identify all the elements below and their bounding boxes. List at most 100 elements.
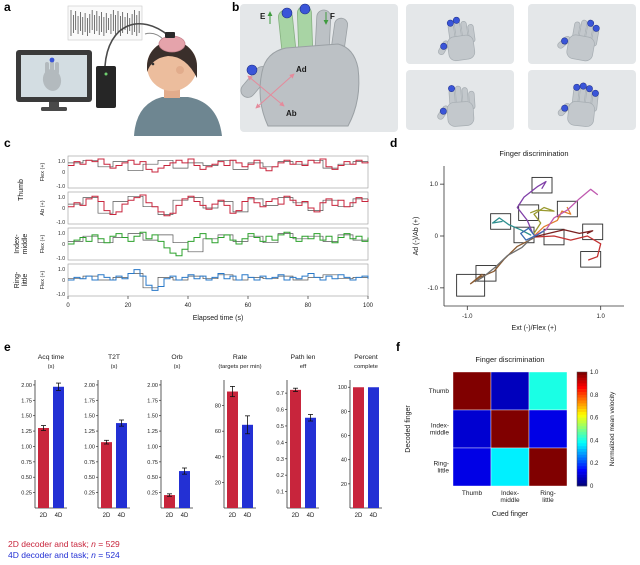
- finger-trajectory: [534, 235, 602, 261]
- panel-label-e: e: [4, 340, 11, 354]
- svg-text:80: 80: [305, 303, 312, 309]
- palm: [259, 43, 360, 127]
- extend-label: E: [260, 12, 266, 21]
- decoded-trace: [68, 158, 369, 173]
- bar-4D: [179, 471, 190, 508]
- svg-text:0: 0: [62, 278, 65, 284]
- chart-title: (s): [111, 364, 118, 370]
- svg-text:0: 0: [435, 234, 439, 240]
- svg-text:100: 100: [363, 303, 374, 309]
- trace-row-2: 1.0 0 -1.0 Flex (+): [40, 227, 369, 262]
- bar-2D: [290, 389, 301, 508]
- bar-2D: [227, 391, 238, 508]
- svg-text:1.75: 1.75: [84, 398, 95, 404]
- chart-title: Percent: [354, 354, 378, 361]
- svg-text:2.00: 2.00: [84, 383, 95, 389]
- svg-text:Ring-: Ring-: [433, 461, 449, 468]
- svg-text:Flex (+): Flex (+): [40, 162, 46, 181]
- svg-text:1.25: 1.25: [84, 429, 95, 435]
- svg-text:Index-: Index-: [14, 234, 21, 254]
- target-square: [556, 200, 578, 218]
- heatmap-cell: [452, 447, 492, 487]
- svg-text:1.50: 1.50: [84, 414, 95, 420]
- panel-d-trajectories: Finger discrimination 1.0 0 -1.0 -1.0 1.0 Ext …: [413, 149, 624, 332]
- svg-text:40: 40: [215, 455, 221, 461]
- svg-text:1.0: 1.0: [58, 195, 65, 201]
- cued-finger-label: Cued finger: [492, 511, 529, 518]
- bar-chart-1: T2T (s) 0.25 0.50 0.75 1.00 1.25 1.50 1.75 2.00 2D…: [84, 354, 130, 519]
- cue-dot-thumb: [561, 37, 569, 45]
- legend-2d-decoder: 2D decoder and task; n = 529: [8, 539, 120, 550]
- cue-dot-little: [592, 24, 600, 32]
- svg-text:Index-: Index-: [431, 423, 449, 430]
- svg-text:1.00: 1.00: [147, 444, 158, 450]
- svg-text:2D: 2D: [166, 513, 174, 519]
- svg-text:0: 0: [66, 303, 70, 309]
- svg-text:0: 0: [590, 484, 594, 490]
- mini-hand: [557, 82, 599, 127]
- svg-text:60: 60: [215, 429, 221, 435]
- bar-4D: [242, 424, 253, 508]
- bar-2D: [38, 428, 49, 508]
- svg-text:20: 20: [215, 480, 221, 486]
- panel-f-heatmap: Finger discrimination Thumb Index-middle Ri…: [405, 355, 616, 518]
- panel-f-title: Finger discrimination: [475, 355, 544, 364]
- bar-2D: [101, 442, 112, 508]
- chart-title: (s): [174, 364, 181, 370]
- cue-dot-middle: [579, 82, 587, 90]
- svg-text:-1.0: -1.0: [56, 292, 65, 298]
- target-square: [490, 213, 512, 230]
- svg-text:1.0: 1.0: [58, 159, 65, 165]
- svg-text:0.25: 0.25: [84, 491, 95, 497]
- panel-label-d: d: [390, 136, 398, 150]
- svg-text:1.0: 1.0: [58, 231, 65, 237]
- brain: [158, 35, 186, 53]
- eye: [151, 62, 155, 66]
- chart-title: complete: [354, 364, 379, 370]
- decoder-legend: 2D decoder and task; n = 529 4D decoder …: [8, 539, 120, 561]
- svg-text:0.1: 0.1: [276, 490, 284, 496]
- svg-text:-1.0: -1.0: [462, 314, 473, 320]
- decoded-trace: [68, 269, 369, 291]
- colorbar-label: Normalized mean velocity: [609, 391, 616, 466]
- finger-trajectory: [530, 206, 555, 235]
- trace-row-3: 1.0 0 -1.0 Flex (+): [40, 263, 369, 298]
- bar-chart-5: Percent complete 20 40 60 80 100 2D 4D: [338, 354, 382, 519]
- mini-hand: [437, 85, 476, 127]
- target-square: [580, 251, 602, 268]
- svg-text:4D: 4D: [181, 513, 189, 519]
- heatmap-cell: [528, 371, 568, 411]
- svg-text:Flex (+): Flex (+): [40, 234, 46, 253]
- finger-trajectory: [474, 236, 534, 283]
- bar-chart-4: Path len eff 0.1 0.2 0.3 0.4 0.5 0.6 0.7 2D 4D: [276, 354, 319, 519]
- cue-dot-ring: [587, 19, 595, 27]
- svg-text:1.75: 1.75: [21, 398, 32, 404]
- ear: [176, 66, 184, 74]
- finger-trajectory: [491, 217, 532, 236]
- svg-text:-1.0: -1.0: [56, 220, 65, 226]
- svg-text:1.50: 1.50: [21, 414, 32, 420]
- svg-text:4D: 4D: [307, 513, 315, 519]
- svg-text:1.75: 1.75: [147, 398, 158, 404]
- svg-text:0.75: 0.75: [147, 460, 158, 466]
- y-axis-label: Ad (-)/Ab (+): [413, 217, 420, 256]
- svg-text:0.8: 0.8: [590, 393, 599, 399]
- svg-text:Thumb: Thumb: [18, 179, 25, 201]
- bar-4D: [368, 387, 379, 508]
- svg-text:little: little: [437, 468, 449, 475]
- svg-text:100: 100: [338, 385, 347, 391]
- svg-text:0.50: 0.50: [84, 475, 95, 481]
- legend-4d-n: n: [91, 550, 96, 560]
- virtual-hand-on-screen: [42, 57, 62, 91]
- target-step: [68, 195, 368, 215]
- spike-raster-inset: [67, 5, 143, 41]
- svg-text:40: 40: [185, 303, 192, 309]
- cue-dot-index: [573, 83, 581, 91]
- panel-b-hands: E F Ad Ab: [240, 3, 636, 132]
- bar-chart-0: Acq time (s) 0.25 0.50 0.75 1.00 1.25 1.50 1.75 2…: [21, 354, 67, 519]
- panel-e-bar-charts: Acq time (s) 0.25 0.50 0.75 1.00 1.25 1.50 1.75 2…: [8, 350, 384, 538]
- monitor-base: [41, 107, 67, 111]
- target-square: [531, 176, 553, 194]
- svg-text:4D: 4D: [370, 513, 378, 519]
